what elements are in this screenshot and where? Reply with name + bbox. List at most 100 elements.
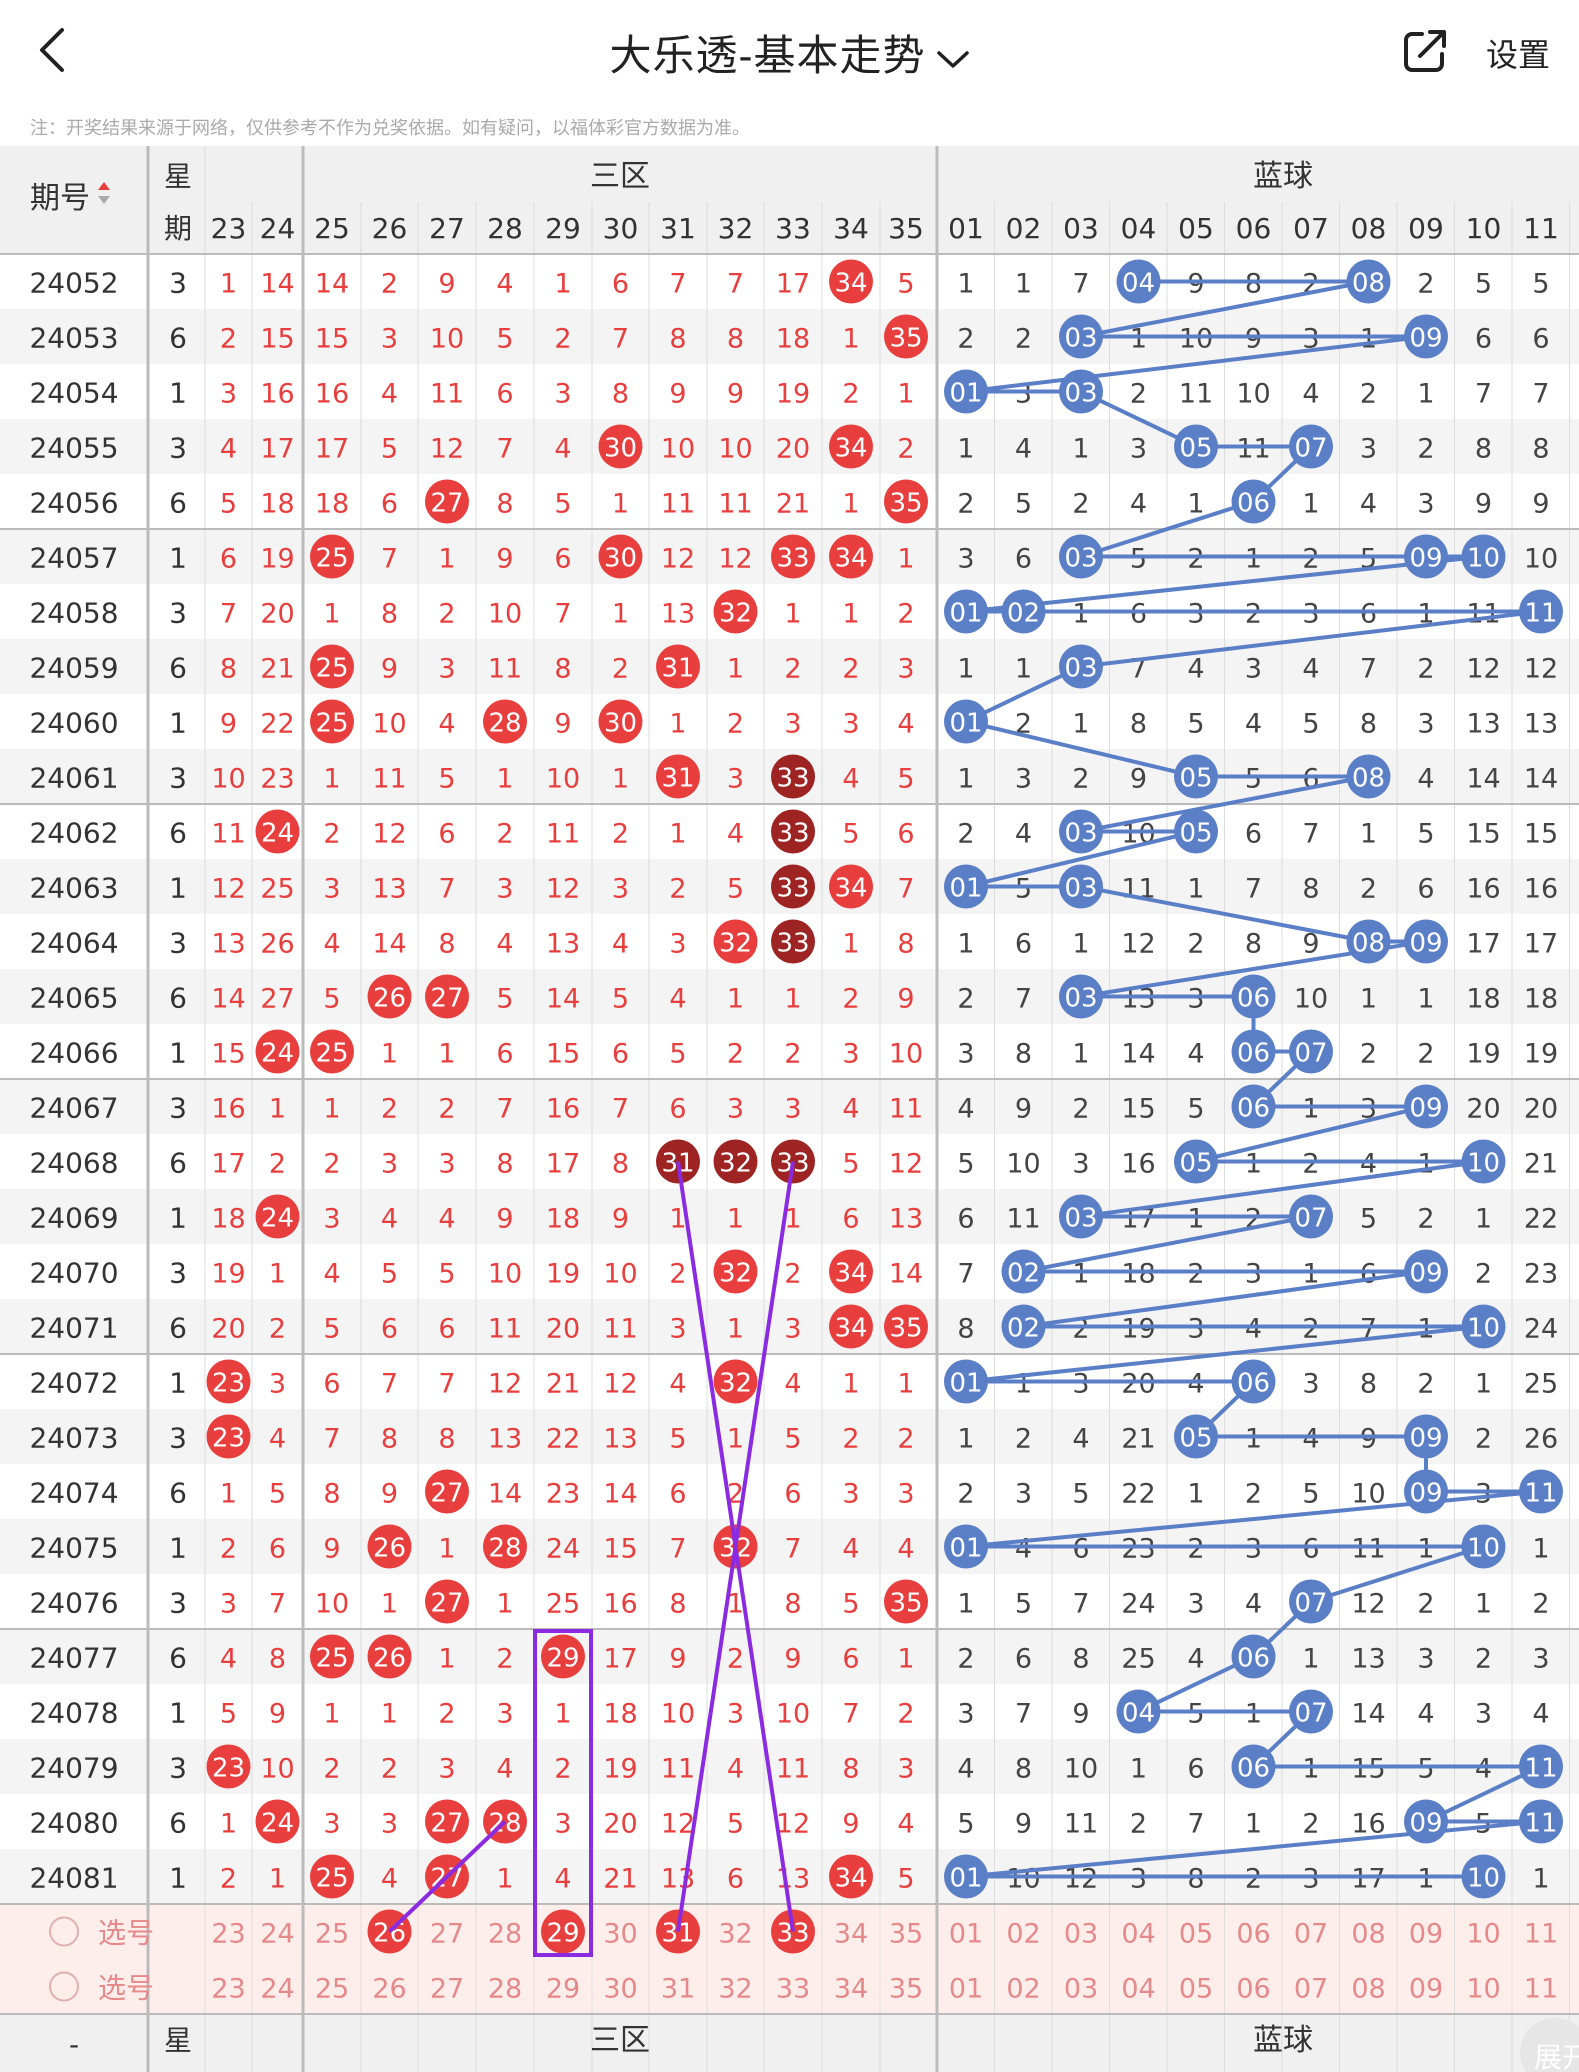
select-front-number[interactable]: 27 (430, 1974, 464, 2005)
back-miss-count: 3 (1072, 1149, 1089, 1180)
back-miss-count: 2 (1360, 379, 1377, 410)
front-miss-count: 17 (260, 434, 294, 465)
select-back-number[interactable]: 09 (1409, 1974, 1443, 2005)
front-miss-count: 4 (381, 1864, 398, 1895)
front-miss-count: 1 (612, 764, 629, 795)
select-front-number[interactable]: 28 (488, 1919, 522, 1950)
front-miss-count: 22 (546, 1424, 580, 1455)
select-front-number[interactable]: 35 (889, 1974, 923, 2005)
select-front-number[interactable]: 23 (211, 1919, 245, 1950)
select-back-number[interactable]: 03 (1064, 1974, 1098, 2005)
front-hit-number: 28 (488, 709, 521, 739)
back-hit-number: 03 (1064, 819, 1097, 849)
back-miss-count: 6 (957, 1204, 974, 1235)
select-front-number[interactable]: 24 (260, 1919, 294, 1950)
select-front-number[interactable]: 29 (546, 1974, 580, 2005)
select-back-number[interactable]: 02 (1006, 1974, 1040, 2005)
back-col-header: 11 (1523, 212, 1559, 245)
issue-cell: 24068 (29, 1147, 118, 1180)
back-hit-ball (1289, 1029, 1333, 1074)
front-miss-count: 3 (438, 654, 455, 685)
front-hit-ball (425, 974, 469, 1019)
select-front-number[interactable]: 34 (834, 1974, 868, 2005)
front-col-header: 25 (314, 212, 350, 245)
select-front-number[interactable]: 25 (315, 1919, 349, 1950)
select-back-number[interactable]: 09 (1409, 1919, 1443, 1950)
select-back-number[interactable]: 05 (1179, 1919, 1213, 1950)
select-front-number[interactable]: 30 (603, 1919, 637, 1950)
select-back-number[interactable]: 06 (1236, 1974, 1270, 2005)
select-back-number[interactable]: 04 (1121, 1919, 1155, 1950)
select-front-number[interactable]: 24 (260, 1974, 294, 2005)
select-back-number[interactable]: 08 (1351, 1974, 1385, 2005)
share-external-icon[interactable] (1400, 26, 1450, 76)
select-back-number[interactable]: 07 (1294, 1974, 1328, 2005)
back-hit-number: 11 (1524, 1809, 1557, 1839)
back-miss-count: 6 (1015, 929, 1032, 960)
sort-down-icon[interactable] (98, 196, 110, 204)
select-back-number[interactable]: 11 (1524, 1974, 1558, 2005)
select-radio[interactable] (49, 1971, 79, 2002)
back-hit-number: 09 (1409, 929, 1442, 959)
front-miss-count: 12 (776, 1809, 810, 1840)
select-back-number[interactable]: 10 (1466, 1974, 1500, 2005)
weekday-cell: 6 (169, 982, 187, 1015)
select-back-number[interactable]: 01 (949, 1974, 983, 2005)
back-miss-count: 1 (1302, 1259, 1319, 1290)
select-front-number[interactable]: 32 (718, 1974, 752, 2005)
back-hit-number: 03 (1064, 654, 1097, 684)
front-miss-count: 2 (612, 819, 629, 850)
select-front-number[interactable]: 35 (889, 1919, 923, 1950)
front-miss-count: 1 (323, 599, 340, 630)
select-back-number[interactable]: 06 (1236, 1919, 1270, 1950)
front-miss-count: 3 (784, 1094, 801, 1125)
select-back-number[interactable]: 03 (1064, 1919, 1098, 1950)
issue-header[interactable]: 期号 (30, 181, 90, 216)
front-miss-count: 1 (269, 1094, 286, 1125)
select-front-number[interactable]: 26 (372, 1974, 406, 2005)
select-front-number[interactable]: 30 (603, 1974, 637, 2005)
back-miss-count: 7 (1532, 379, 1549, 410)
select-label[interactable]: 选号 (98, 1972, 154, 2005)
front-miss-count: 2 (323, 819, 340, 850)
select-front-number[interactable]: 27 (430, 1919, 464, 1950)
front-hit-number: 32 (719, 1369, 752, 1399)
select-back-number[interactable]: 05 (1179, 1974, 1213, 2005)
select-front-number[interactable]: 34 (834, 1919, 868, 1950)
select-front-number[interactable]: 25 (315, 1974, 349, 2005)
select-front-number[interactable]: 28 (488, 1974, 522, 2005)
select-back-number[interactable]: 04 (1121, 1974, 1155, 2005)
row-band (0, 1629, 1579, 1684)
front-miss-count: 23 (546, 1479, 580, 1510)
select-back-number[interactable]: 08 (1351, 1919, 1385, 1950)
back-miss-count: 4 (1187, 1644, 1204, 1675)
select-back-number[interactable]: 07 (1294, 1919, 1328, 1950)
select-back-number[interactable]: 02 (1006, 1919, 1040, 1950)
chevron-left-icon[interactable] (26, 20, 86, 80)
select-back-number[interactable]: 10 (1466, 1919, 1500, 1950)
front-miss-count: 21 (603, 1864, 637, 1895)
issue-cell: 24059 (29, 652, 118, 685)
sort-up-icon[interactable] (98, 182, 110, 190)
select-back-number[interactable]: 01 (949, 1919, 983, 1950)
back-miss-count: 2 (1360, 874, 1377, 905)
select-back-number[interactable]: 11 (1524, 1919, 1558, 1950)
front-miss-count: 11 (488, 1314, 522, 1345)
select-front-number[interactable]: 33 (776, 1974, 810, 2005)
back-miss-count: 1 (1302, 1644, 1319, 1675)
back-miss-count: 6 (1245, 819, 1262, 850)
select-front-number[interactable]: 23 (211, 1974, 245, 2005)
selected-front-ball[interactable] (541, 1909, 585, 1954)
select-front-number[interactable]: 32 (718, 1919, 752, 1950)
select-front-number[interactable]: 31 (661, 1974, 695, 2005)
back-miss-count: 3 (957, 1699, 974, 1730)
front-hit-ball (206, 1744, 251, 1789)
front-miss-count: 1 (438, 1644, 455, 1675)
page-title[interactable]: 大乐透-基本走势 (0, 22, 1579, 83)
settings-button[interactable]: 设置 (1486, 37, 1551, 73)
front-hit-ball (884, 1579, 928, 1624)
expand-button[interactable]: 展开 (1520, 2018, 1579, 2072)
select-label[interactable]: 选号 (98, 1917, 154, 1950)
select-radio[interactable] (49, 1916, 79, 1947)
front-miss-count: 5 (554, 489, 571, 520)
